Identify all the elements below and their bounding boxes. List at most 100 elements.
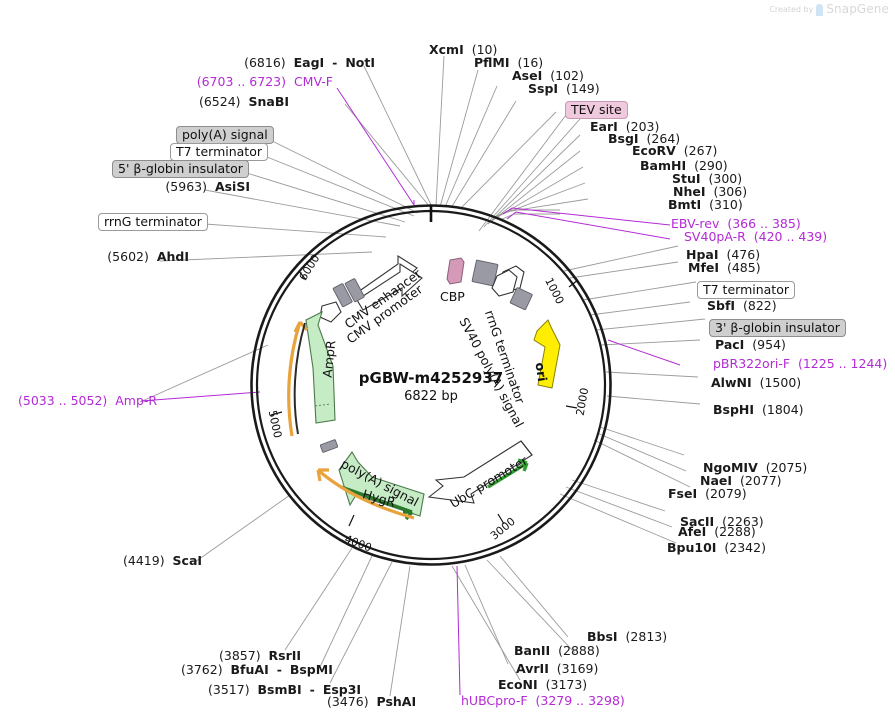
primer-sv40pa-r[interactable]: SV40pA-R (420 .. 439) — [684, 230, 827, 244]
site-bbsi[interactable]: BbsI (2813) — [587, 629, 668, 644]
snapgene-logo-icon — [816, 4, 824, 16]
site-bpu10i[interactable]: Bpu10I (2342) — [667, 540, 766, 555]
site-ahdi[interactable]: (5602) AhdI — [107, 249, 189, 264]
site-mfei[interactable]: MfeI (485) — [688, 260, 761, 275]
feature-label-tev-site[interactable]: TEV site — [565, 101, 628, 120]
site-bmti-name: BmtI — [668, 197, 702, 212]
site-pshai[interactable]: (3476) PshAI — [327, 695, 416, 709]
ruler-ticks — [270, 270, 579, 527]
site-ngomiv-name: NgoMIV — [703, 460, 758, 475]
site-bsphi[interactable]: BspHI (1804) — [713, 402, 804, 417]
site-bsmbi-esp3i[interactable]: (3517) BsmBI - Esp3I — [208, 682, 362, 697]
site-fsei[interactable]: FseI (2079) — [668, 487, 747, 501]
site-paci-name: PacI — [715, 337, 745, 352]
site-sspi[interactable]: SspI (149) — [528, 81, 600, 96]
feature-label-3-beta-globin-insulator[interactable]: 3' β-globin insulator — [709, 319, 846, 338]
site-bsmbi-esp3i-name-2: Esp3I — [322, 682, 362, 697]
site-eagi-noti[interactable]: (6816) EagI - NotI — [244, 56, 375, 70]
site-bfuai-bspmi-separator: - — [276, 662, 282, 677]
site-stui[interactable]: StuI (300) — [672, 171, 743, 186]
site-bmti-position: (310) — [709, 197, 743, 212]
site-ahdi-position: (5602) — [107, 249, 149, 264]
feature-label-polya-signal[interactable]: poly(A) signal — [176, 126, 274, 145]
site-asisi[interactable]: (5963) AsiSI — [165, 179, 250, 194]
site-afei-name: AfeI — [678, 524, 707, 539]
primer-pbr322ori-f[interactable]: pBR322ori-F (1225 .. 1244) — [713, 356, 888, 371]
leader-lines — [139, 55, 706, 697]
amp-primer-dark-arc — [293, 322, 306, 435]
primer-pbr322ori-f-position: (1225 .. 1244) — [797, 356, 888, 371]
site-bsphi-name: BspHI — [713, 402, 755, 417]
misc-feature-box-sv40 — [509, 287, 533, 311]
primer-hubcpro-f[interactable]: hUBCpro-F (3279 .. 3298) — [461, 693, 625, 708]
site-econi-position: (3173) — [545, 677, 588, 692]
site-asei[interactable]: AseI (102) — [512, 69, 584, 83]
site-avrii[interactable]: AvrII (3169) — [516, 662, 598, 676]
site-hpai-position: (476) — [726, 247, 761, 262]
hygr-arrow — [338, 451, 425, 517]
primer-amp-r[interactable]: (5033 .. 5052) Amp-R — [18, 393, 158, 408]
misc-promoter-pentagon — [319, 301, 342, 323]
rrng-terminator-feature — [491, 265, 525, 297]
site-alwni[interactable]: AlwNI (1500) — [711, 375, 802, 390]
site-bbsi-position: (2813) — [625, 629, 668, 644]
primer-cmv-f-name: CMV-F — [293, 74, 333, 89]
site-econi[interactable]: EcoNI (3173) — [498, 677, 588, 692]
site-econi-name: EcoNI — [498, 677, 538, 692]
site-bfuai-bspmi-name: BfuAI — [230, 662, 269, 677]
site-bmti[interactable]: BmtI (310) — [668, 197, 743, 212]
primer-ebv-rev-position: (366 .. 385) — [727, 216, 801, 231]
site-nhei-name: NheI — [673, 184, 706, 199]
watermark-brand: SnapGene — [826, 2, 889, 16]
site-sbfi[interactable]: SbfI (822) — [707, 299, 777, 313]
site-scai[interactable]: (4419) ScaI — [123, 553, 203, 568]
site-bsphi-position: (1804) — [761, 402, 804, 417]
site-scai-name: ScaI — [172, 553, 203, 568]
feature-label-t7-terminator-right[interactable]: T7 terminator — [697, 281, 795, 300]
primer-ebv-rev[interactable]: EBV-rev (366 .. 385) — [671, 216, 801, 231]
inner-label-ori: ori — [532, 361, 551, 383]
site-sacii[interactable]: SacII (2263) — [680, 515, 764, 529]
site-hpai[interactable]: HpaI (476) — [686, 247, 761, 262]
site-stui-position: (300) — [708, 171, 743, 186]
snapgene-watermark: Created by SnapGene — [769, 2, 889, 16]
site-pflmi[interactable]: PflMI (16) — [474, 55, 543, 70]
site-paci[interactable]: PacI (954) — [715, 337, 786, 352]
cbp-feature — [446, 257, 465, 285]
primer-amp-r-name: Amp-R — [115, 393, 158, 408]
site-bfuai-bspmi[interactable]: (3762) BfuAI - BspMI — [181, 662, 333, 677]
site-ngomiv[interactable]: NgoMIV (2075) — [703, 460, 807, 475]
site-snabi[interactable]: (6524) SnaBI — [199, 95, 289, 109]
site-bsgi-position: (264) — [646, 131, 681, 146]
primer-hubcpro-f-name: hUBCpro-F — [461, 693, 528, 708]
site-pflmi-name: PflMI — [474, 55, 510, 70]
site-alwni-position: (1500) — [759, 375, 802, 390]
site-rsrii[interactable]: (3857) RsrII — [219, 649, 301, 663]
site-ecorv[interactable]: EcoRV (267) — [632, 144, 717, 158]
site-bsmbi-esp3i-name: BsmBI — [257, 682, 302, 697]
site-sspi-position: (149) — [566, 81, 600, 96]
site-bsgi[interactable]: BsgI (264) — [608, 131, 681, 146]
site-mfei-position: (485) — [726, 260, 761, 275]
primer-cmv-f[interactable]: (6703 .. 6723) CMV-F — [197, 74, 333, 89]
site-stui-name: StuI — [672, 171, 701, 186]
inner-label-cbp: CBP — [440, 289, 465, 304]
site-asisi-name: AsiSI — [214, 179, 250, 194]
site-bsgi-name: BsgI — [608, 131, 639, 146]
ubc-promoter-arrow — [427, 440, 533, 504]
site-afei[interactable]: AfeI (2288) — [678, 524, 756, 539]
site-naei[interactable]: NaeI (2077) — [700, 474, 782, 488]
site-scai-position: (4419) — [123, 553, 165, 568]
site-banii[interactable]: BanII (2888) — [514, 644, 600, 658]
site-bamhi[interactable]: BamHI (290) — [640, 159, 728, 173]
site-xcmi[interactable]: XcmI (10) — [429, 43, 497, 57]
feature-label-rrng-terminator[interactable]: rrnG terminator — [98, 213, 208, 232]
site-eari[interactable]: EarI (203) — [590, 120, 659, 134]
feature-label-5-beta-globin-insulator[interactable]: 5' β-globin insulator — [112, 160, 249, 179]
site-bpu10i-position: (2342) — [724, 540, 766, 555]
site-nhei[interactable]: NheI (306) — [673, 184, 747, 199]
feature-label-t7-terminator-left[interactable]: T7 terminator — [170, 143, 268, 162]
plasmid-size: 6822 bp — [404, 389, 458, 404]
site-bbsi-name: BbsI — [587, 629, 618, 644]
